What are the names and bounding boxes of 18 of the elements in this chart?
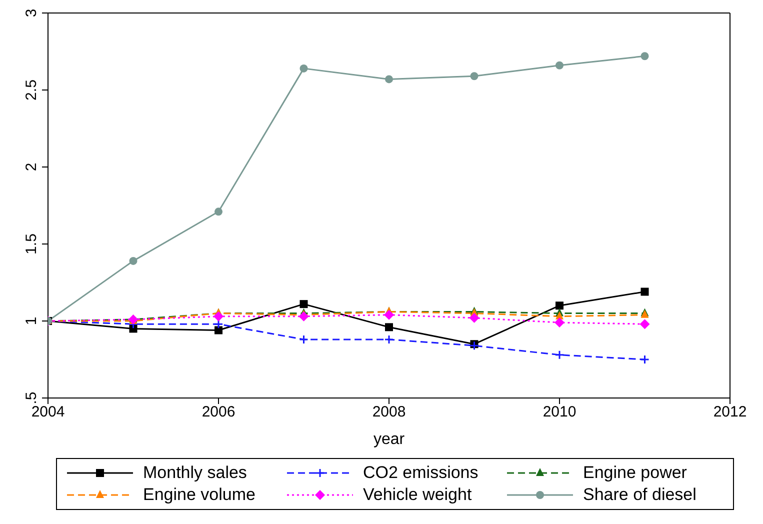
legend-label: Vehicle weight: [363, 485, 472, 505]
x-axis-title: year: [373, 431, 406, 448]
legend-label: Share of diesel: [583, 485, 696, 505]
y-tick-label: 2: [23, 162, 40, 172]
legend-label: Engine power: [583, 463, 687, 483]
legend-label: CO2 emissions: [363, 463, 478, 483]
legend-label: Monthly sales: [143, 463, 247, 483]
y-tick-label: 2.5: [23, 80, 40, 100]
y-tick-label: 3: [23, 8, 40, 18]
x-tick-label: 2010: [542, 404, 576, 421]
x-tick-label: 2008: [372, 404, 406, 421]
y-tick-label: 1.5: [23, 234, 40, 254]
x-tick-label: 2012: [713, 404, 747, 421]
x-tick-label: 2004: [31, 404, 65, 421]
y-tick-label: .5: [23, 392, 40, 404]
x-tick-label: 2006: [202, 404, 236, 421]
legend-label: Engine volume: [143, 485, 256, 505]
y-tick-label: 1: [23, 316, 40, 326]
